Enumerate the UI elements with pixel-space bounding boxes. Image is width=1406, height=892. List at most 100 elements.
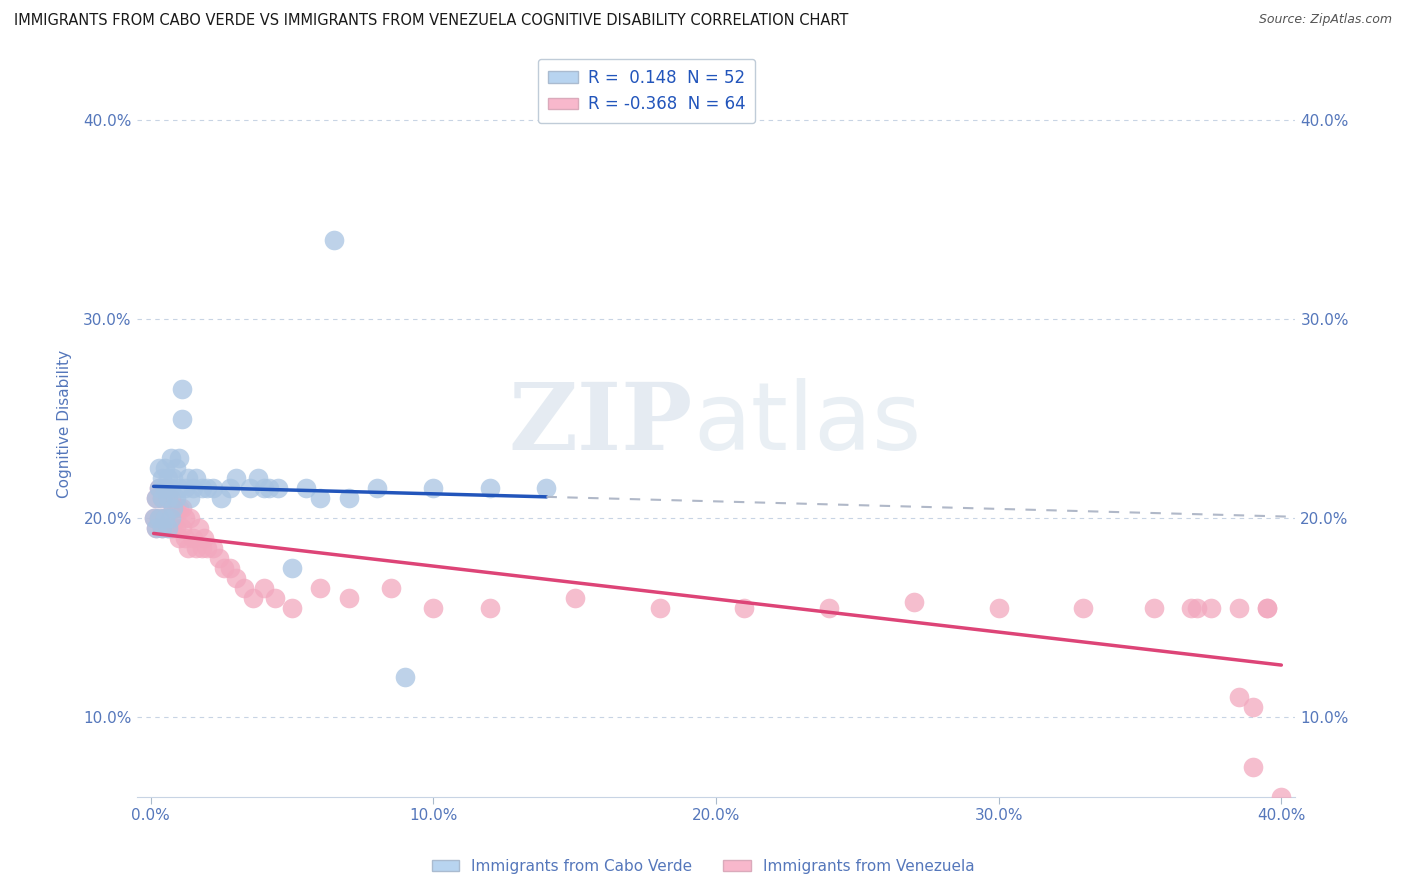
Point <box>259 481 281 495</box>
Y-axis label: Cognitive Disability: Cognitive Disability <box>58 350 72 498</box>
Point <box>153 511 176 525</box>
Point <box>162 501 184 516</box>
Point <box>148 511 170 525</box>
Text: atlas: atlas <box>693 377 921 470</box>
Text: ZIP: ZIP <box>509 379 693 468</box>
Point <box>156 491 179 506</box>
Point <box>253 481 276 495</box>
Point <box>219 561 242 575</box>
Point <box>165 521 187 535</box>
Point <box>1227 690 1250 705</box>
Point <box>159 491 181 506</box>
Point <box>142 511 165 525</box>
Point <box>295 481 318 495</box>
Point <box>148 481 170 495</box>
Point <box>987 600 1010 615</box>
Point <box>1256 600 1278 615</box>
Point <box>156 521 179 535</box>
Point <box>207 551 229 566</box>
Point <box>142 511 165 525</box>
Point <box>478 600 501 615</box>
Point <box>179 511 201 525</box>
Point <box>309 491 332 506</box>
Point <box>233 581 256 595</box>
Point <box>281 600 304 615</box>
Point <box>225 471 247 485</box>
Point <box>648 600 671 615</box>
Legend: Immigrants from Cabo Verde, Immigrants from Venezuela: Immigrants from Cabo Verde, Immigrants f… <box>426 853 980 880</box>
Point <box>225 571 247 585</box>
Point <box>173 531 195 545</box>
Point <box>1199 600 1222 615</box>
Point <box>247 471 270 485</box>
Point <box>201 541 224 555</box>
Point <box>173 511 195 525</box>
Point <box>167 531 190 545</box>
Point <box>148 461 170 475</box>
Point <box>422 600 444 615</box>
Point <box>195 541 218 555</box>
Point <box>1143 600 1166 615</box>
Point <box>193 531 215 545</box>
Point <box>219 481 242 495</box>
Point <box>190 541 212 555</box>
Point <box>267 481 290 495</box>
Point <box>150 471 173 485</box>
Point <box>167 481 190 495</box>
Point <box>309 581 332 595</box>
Point <box>165 461 187 475</box>
Point <box>145 521 167 535</box>
Point <box>145 491 167 506</box>
Point <box>156 471 179 485</box>
Point <box>214 561 236 575</box>
Point <box>167 451 190 466</box>
Point <box>150 521 173 535</box>
Point <box>1073 600 1095 615</box>
Point <box>145 491 167 506</box>
Point <box>187 521 209 535</box>
Point <box>145 521 167 535</box>
Point <box>153 481 176 495</box>
Point <box>1241 760 1264 774</box>
Point <box>422 481 444 495</box>
Point <box>179 491 201 506</box>
Point <box>184 471 207 485</box>
Point <box>153 511 176 525</box>
Point <box>190 481 212 495</box>
Point <box>150 521 173 535</box>
Point <box>536 481 558 495</box>
Point <box>148 481 170 495</box>
Point <box>156 521 179 535</box>
Text: Source: ZipAtlas.com: Source: ZipAtlas.com <box>1258 13 1392 27</box>
Point <box>1270 789 1292 804</box>
Point <box>1227 600 1250 615</box>
Point <box>170 382 193 396</box>
Point <box>176 471 198 485</box>
Point <box>323 233 346 247</box>
Point <box>181 481 204 495</box>
Point <box>1256 600 1278 615</box>
Point <box>159 451 181 466</box>
Point <box>195 481 218 495</box>
Point <box>156 491 179 506</box>
Legend: R =  0.148  N = 52, R = -0.368  N = 64: R = 0.148 N = 52, R = -0.368 N = 64 <box>537 59 755 123</box>
Point <box>264 591 287 605</box>
Point <box>564 591 586 605</box>
Point <box>903 595 925 609</box>
Point <box>337 591 360 605</box>
Point <box>162 471 184 485</box>
Point <box>181 531 204 545</box>
Point <box>366 481 388 495</box>
Point <box>159 481 181 495</box>
Point <box>337 491 360 506</box>
Point <box>150 491 173 506</box>
Point <box>209 491 232 506</box>
Point <box>380 581 402 595</box>
Point <box>148 511 170 525</box>
Point <box>478 481 501 495</box>
Point <box>159 511 181 525</box>
Point <box>184 541 207 555</box>
Point <box>162 501 184 516</box>
Point <box>1241 700 1264 714</box>
Point <box>173 481 195 495</box>
